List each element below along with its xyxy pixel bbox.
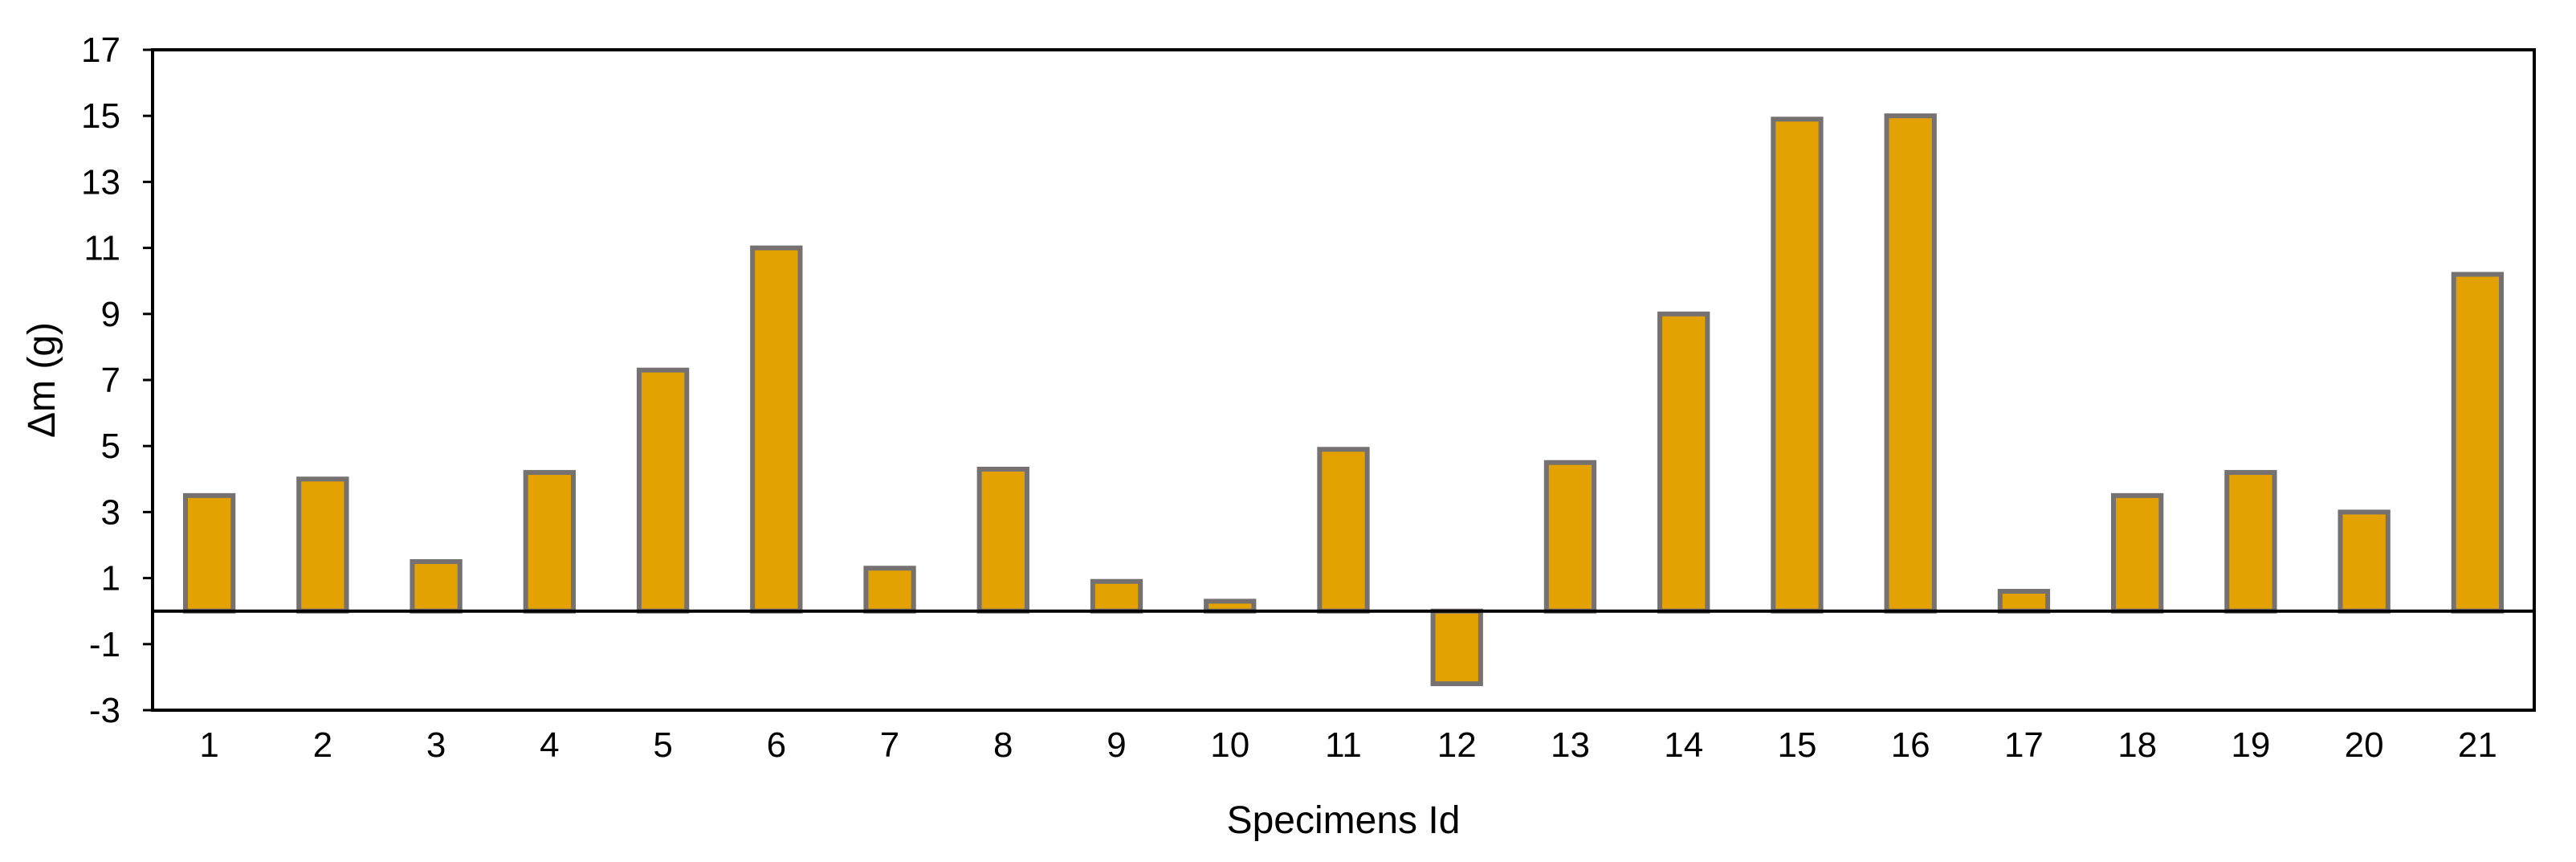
x-tick-label: 4: [540, 725, 559, 765]
x-tick-label: 7: [880, 725, 899, 765]
y-tick-label: 9: [101, 295, 120, 334]
bar-19: [2224, 470, 2277, 614]
x-tick-label: 2: [313, 725, 332, 765]
x-tick-label: 15: [1777, 725, 1816, 765]
x-tick-label: 12: [1437, 725, 1477, 765]
bar-3: [410, 559, 463, 614]
x-tick-label: 14: [1664, 725, 1703, 765]
bar-2: [296, 476, 349, 614]
x-tick-label: 5: [653, 725, 672, 765]
x-axis-title: Specimens Id: [1227, 799, 1461, 842]
y-tick-label: 17: [81, 31, 120, 70]
x-axis-ticks: 1 2 3 4 5 6 7 8 9 10 11 12 13 14 15 16 17 18 19 20 21: [199, 725, 2497, 765]
x-tick-label: 20: [2345, 725, 2384, 765]
bars-group: [182, 113, 2505, 687]
bar-20: [2338, 509, 2391, 614]
y-tick-label: 1: [101, 559, 120, 598]
x-tick-label: 9: [1107, 725, 1126, 765]
x-tick-label: 19: [2231, 725, 2270, 765]
bar-13: [1543, 460, 1597, 614]
x-tick-label: 11: [1325, 725, 1362, 765]
x-tick-label: 3: [426, 725, 446, 765]
bar-12: [1430, 608, 1483, 687]
y-tick-label: 15: [81, 96, 120, 136]
x-tick-label: 17: [2004, 725, 2044, 765]
y-tick-label: 11: [84, 229, 120, 268]
bar-16: [1884, 113, 1937, 614]
bar-5: [636, 367, 690, 614]
x-tick-label: 6: [767, 725, 786, 765]
bar-14: [1657, 311, 1710, 614]
y-tick-label: 7: [101, 361, 120, 400]
bar-21: [2451, 272, 2505, 614]
x-tick-label: 1: [199, 725, 218, 765]
bar-18: [2111, 492, 2164, 614]
x-tick-label: 16: [1891, 725, 1930, 765]
bar-15: [1771, 116, 1824, 614]
x-tick-label: 10: [1210, 725, 1249, 765]
bar-1: [182, 492, 236, 614]
bar-4: [523, 470, 576, 614]
bar-11: [1317, 447, 1370, 614]
bar-17: [1997, 589, 2051, 614]
y-tick-label: 3: [101, 492, 120, 532]
x-tick-label: 18: [2117, 725, 2157, 765]
y-tick-label: 13: [81, 162, 120, 202]
y-tick-label: 5: [101, 427, 120, 466]
bar-7: [863, 566, 916, 614]
bar-6: [750, 245, 803, 614]
x-tick-label: 13: [1551, 725, 1590, 765]
y-tick-label: -1: [89, 625, 120, 664]
x-tick-label: 8: [993, 725, 1013, 765]
y-axis-title: Δm (g): [21, 322, 63, 438]
bar-9: [1090, 578, 1143, 614]
x-tick-label: 21: [2458, 725, 2497, 765]
bar-8: [976, 466, 1029, 614]
y-tick-label: -3: [89, 691, 120, 730]
